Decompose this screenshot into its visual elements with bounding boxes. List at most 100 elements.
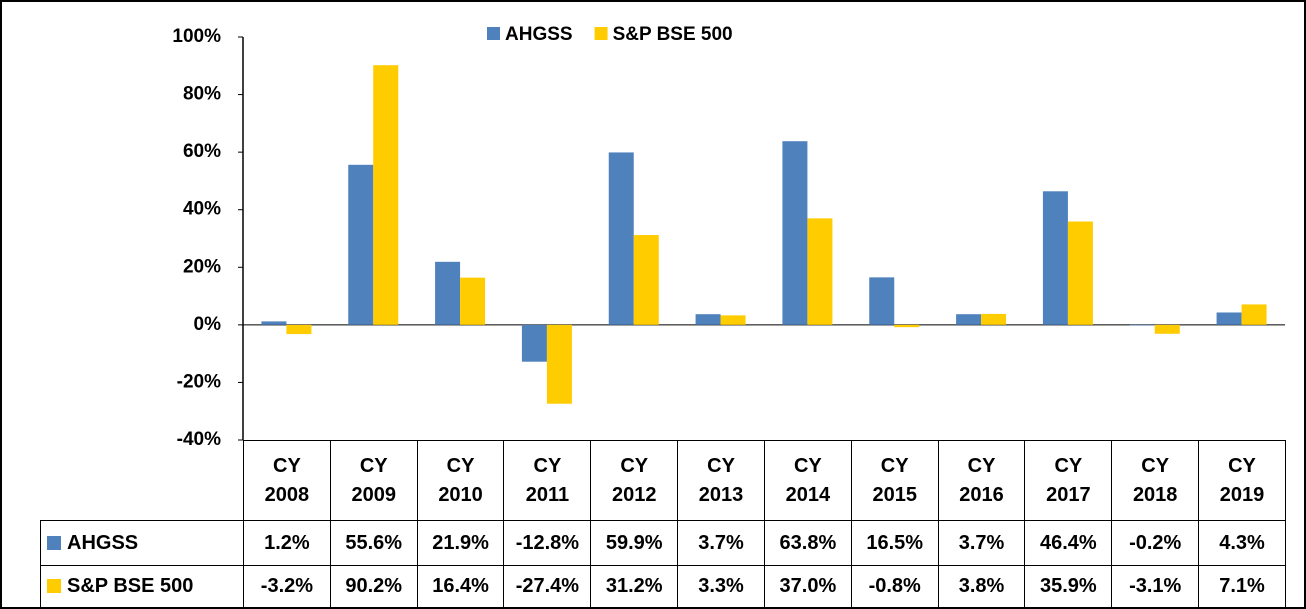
value-cell: 46.4% <box>1024 520 1113 566</box>
header-cell: CY 2013 <box>677 440 765 521</box>
data-table: CY 2008 CY 2009 CY 2010 CY 2011 CY 2012 CY 20… <box>40 440 1286 608</box>
series-row: S&P BSE 500 -3.2% 90.2% 16.4% -27.4% 31.2% 3.3… <box>40 565 1286 608</box>
category-label: CY 2009 <box>351 454 396 506</box>
bar <box>956 314 982 325</box>
bar <box>521 324 547 362</box>
category-label: CY 2017 <box>1046 454 1091 506</box>
header-cell: CY 2008 <box>243 440 331 521</box>
y-tick-label: 80% <box>183 84 221 105</box>
category-label: CY 2014 <box>785 454 831 506</box>
y-tick-label: 40% <box>183 199 221 220</box>
category-label: CY 2015 <box>872 454 917 506</box>
corner <box>41 441 244 521</box>
series-cell: AHGSS <box>40 520 244 566</box>
legend-item: AHGSS <box>487 24 573 45</box>
bar <box>261 321 287 325</box>
bar <box>546 324 572 404</box>
category-label: CY 2018 <box>1132 454 1178 506</box>
bar <box>460 277 486 325</box>
header-cell: CY 2010 <box>416 440 505 521</box>
value-cell: -0.2% <box>1111 520 1200 566</box>
bar <box>1241 304 1267 325</box>
series-row: AHGSS 1.2% 55.6% 21.9% -12.8% 59.9% 3.7% 63.8% 1… <box>40 520 1286 566</box>
value-cell: 21.9% <box>416 520 505 566</box>
category-label: CY 2008 <box>264 454 310 506</box>
value-cell: 55.6% <box>329 520 418 566</box>
header-cell: CY 2009 <box>329 440 418 521</box>
y-tick-label: 20% <box>183 256 221 277</box>
category-label: CY 2013 <box>698 454 744 506</box>
header-cell: CY 2016 <box>937 440 1026 521</box>
bar <box>1154 324 1180 334</box>
value-cell: 7.1% <box>1198 565 1286 608</box>
value-cell: 3.7% <box>677 520 765 566</box>
bar <box>1129 324 1155 326</box>
bar <box>894 324 920 328</box>
value-cell: -12.8% <box>503 520 592 566</box>
header-cell: CY 2019 <box>1198 440 1286 521</box>
legend-key <box>47 579 61 593</box>
category-label: CY 2011 <box>525 454 570 506</box>
value-cell: 90.2% <box>329 565 418 608</box>
y-tick-label: 60% <box>183 141 221 162</box>
value-cell: -3.1% <box>1111 565 1200 608</box>
bar <box>720 315 746 325</box>
value-cell: -0.8% <box>850 565 939 608</box>
value-cell: 3.8% <box>937 565 1026 608</box>
value-cell: 4.3% <box>1198 520 1286 566</box>
bar <box>981 313 1007 325</box>
legend-key <box>487 27 500 40</box>
bar <box>286 324 312 335</box>
value-cell: 3.7% <box>937 520 1026 566</box>
header-cell: CY 2018 <box>1111 440 1200 521</box>
header-cell: CY 2015 <box>850 440 939 521</box>
legend-label: AHGSS <box>505 24 573 45</box>
bar <box>435 261 461 325</box>
bar <box>348 164 374 325</box>
legend-key <box>594 27 608 40</box>
category-label: CY 2019 <box>1219 454 1265 506</box>
series-cell: S&P BSE 500 <box>40 565 244 608</box>
value-cell: 1.2% <box>243 520 331 566</box>
value-cell: 3.3% <box>677 565 765 608</box>
y-tick-label: -40% <box>177 429 221 450</box>
value-cell: 35.9% <box>1024 565 1113 608</box>
bar <box>1042 191 1068 325</box>
series-name: S&P BSE 500 <box>67 575 194 597</box>
value-cell: 37.0% <box>763 565 852 608</box>
legend-key <box>47 535 61 550</box>
bar <box>608 152 634 325</box>
legend-label: S&P BSE 500 <box>613 24 733 45</box>
header-cell: CY 2011 <box>503 440 592 521</box>
y-tick-label: -20% <box>177 371 221 392</box>
bar <box>782 141 808 325</box>
y-tick-label: 100% <box>172 26 221 47</box>
y-tick-label: 0% <box>194 314 222 335</box>
header-cell: CY 2014 <box>763 440 852 521</box>
value-cell: 59.9% <box>590 520 679 566</box>
bar <box>373 65 399 325</box>
value-cell: -27.4% <box>503 565 592 608</box>
category-label: CY 2012 <box>611 454 657 506</box>
value-cell: 63.8% <box>763 520 852 566</box>
header-row: CY 2008 CY 2009 CY 2010 CY 2011 CY 2012 CY 20… <box>41 440 1286 521</box>
header-cell: CY 2017 <box>1024 440 1113 521</box>
value-cell: 16.4% <box>416 565 505 608</box>
value-cell: 31.2% <box>590 565 679 608</box>
bar <box>695 314 721 325</box>
category-label: CY 2010 <box>438 454 483 506</box>
legend-item: S&P BSE 500 <box>594 24 733 45</box>
value-cell: 16.5% <box>850 520 939 566</box>
bar <box>807 218 833 325</box>
bar <box>869 277 895 325</box>
series-name: AHGSS <box>67 531 139 554</box>
bar <box>1067 221 1093 325</box>
value-cell: -3.2% <box>243 565 331 608</box>
header-cell: CY 2012 <box>590 440 679 521</box>
bar <box>633 235 659 325</box>
category-label: CY 2016 <box>959 454 1004 506</box>
bar <box>1216 312 1242 325</box>
